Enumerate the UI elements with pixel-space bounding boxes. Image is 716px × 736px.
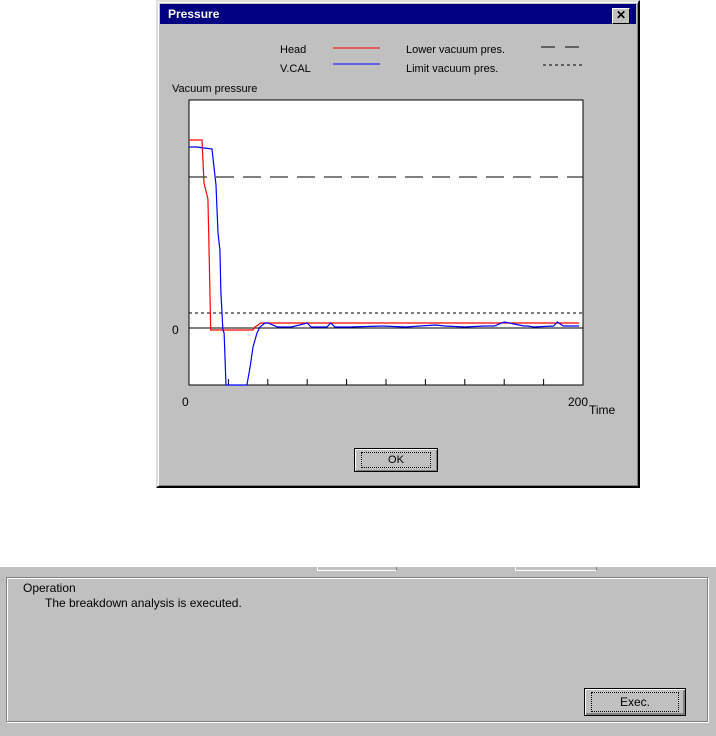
operation-group: Operation The breakdown analysis is exec…	[6, 577, 708, 722]
dialog-title-bar[interactable]: Pressure ✕	[160, 4, 636, 24]
partial-button[interactable]	[515, 567, 597, 571]
exec-button[interactable]: Exec.	[584, 688, 686, 716]
x-axis-label: Time	[589, 403, 616, 417]
ok-button-label: OK	[361, 452, 431, 468]
plot-area	[188, 99, 584, 386]
legend-vcal-label: V.CAL	[280, 63, 311, 75]
pressure-chart	[188, 46, 584, 386]
ok-button[interactable]: OK	[354, 448, 438, 472]
operation-panel: Operation The breakdown analysis is exec…	[0, 567, 716, 736]
x-tick-label-0: 0	[182, 395, 189, 409]
partial-button[interactable]	[317, 567, 397, 571]
x-tick-label-200: 200	[568, 395, 589, 409]
y-axis-label: Vacuum pressure	[172, 83, 258, 95]
legend-limit-label: Limit vacuum pres.	[406, 63, 499, 75]
y-tick-label-0: 0	[172, 323, 179, 337]
close-button[interactable]: ✕	[612, 8, 630, 24]
operation-group-label: Operation	[21, 581, 78, 595]
vcal-series-line	[189, 146, 580, 386]
legend-lower-label: Lower vacuum pres.	[406, 44, 506, 56]
operation-message: The breakdown analysis is executed.	[45, 596, 242, 610]
dialog-title: Pressure	[168, 7, 220, 21]
legend-head-label: Head	[280, 44, 307, 56]
exec-button-label: Exec.	[590, 692, 679, 712]
head-series-line	[189, 139, 580, 331]
